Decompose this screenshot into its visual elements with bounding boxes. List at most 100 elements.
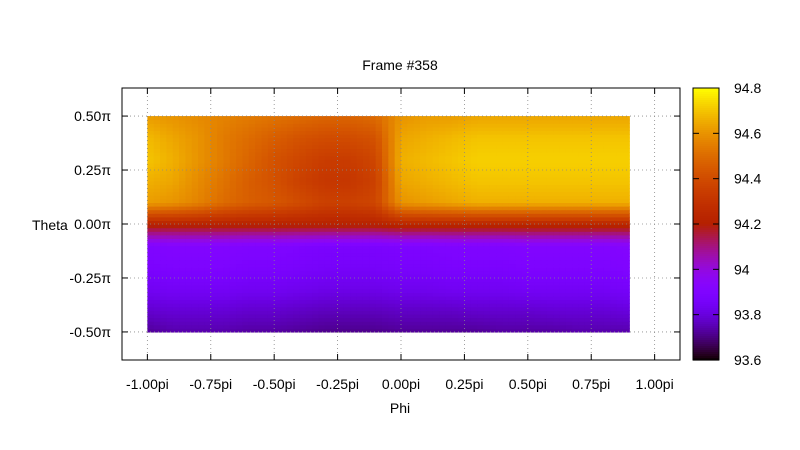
heatmap-cell bbox=[603, 238, 611, 243]
heatmap-cell bbox=[451, 234, 459, 239]
heatmap-cell bbox=[477, 224, 485, 229]
heatmap-cell bbox=[185, 202, 193, 207]
heatmap-cell bbox=[172, 220, 180, 225]
heatmap-cell bbox=[191, 126, 199, 132]
heatmap-cell bbox=[198, 123, 206, 128]
heatmap-cell bbox=[603, 155, 611, 160]
heatmap-cell bbox=[204, 313, 212, 319]
heatmap-cell bbox=[324, 144, 332, 150]
heatmap-cell bbox=[597, 220, 605, 225]
heatmap-cell bbox=[293, 206, 301, 211]
heatmap-cell bbox=[489, 213, 497, 218]
heatmap-cell bbox=[172, 231, 180, 236]
heatmap-cell bbox=[198, 256, 206, 261]
heatmap-cell bbox=[420, 321, 427, 326]
heatmap-cell bbox=[597, 188, 605, 193]
heatmap-cell bbox=[223, 249, 231, 254]
colorbar-segment bbox=[693, 190, 719, 193]
heatmap-cell bbox=[147, 191, 155, 196]
heatmap-cell bbox=[565, 295, 573, 301]
heatmap-cell bbox=[553, 267, 561, 272]
heatmap-cell bbox=[248, 263, 256, 268]
heatmap-cell bbox=[280, 299, 288, 304]
heatmap-cell bbox=[483, 313, 491, 319]
heatmap-cell bbox=[191, 116, 199, 121]
heatmap-cell bbox=[584, 277, 592, 283]
heatmap-cell bbox=[451, 328, 459, 333]
heatmap-cell bbox=[381, 173, 389, 178]
heatmap-cell bbox=[553, 292, 561, 297]
heatmap-cell bbox=[426, 144, 434, 150]
heatmap-cell bbox=[603, 134, 611, 139]
heatmap-cell bbox=[388, 231, 396, 236]
heatmap-cell bbox=[318, 123, 326, 128]
heatmap-cell bbox=[210, 292, 218, 297]
heatmap-cell bbox=[483, 155, 491, 160]
heatmap-cell bbox=[584, 295, 592, 301]
heatmap-cell bbox=[413, 292, 421, 297]
heatmap-cell bbox=[375, 123, 383, 128]
heatmap-cell bbox=[160, 209, 167, 214]
heatmap-cell bbox=[521, 295, 529, 301]
heatmap-cell bbox=[343, 303, 351, 308]
heatmap-cell bbox=[274, 162, 282, 168]
heatmap-cell bbox=[210, 259, 218, 265]
heatmap-cell bbox=[305, 292, 313, 297]
heatmap-cell bbox=[483, 220, 491, 225]
heatmap-cell bbox=[483, 245, 491, 250]
heatmap-cell bbox=[356, 238, 364, 243]
heatmap-cell bbox=[394, 213, 402, 218]
heatmap-cell bbox=[236, 166, 244, 171]
heatmap-cell bbox=[242, 231, 250, 236]
heatmap-cell bbox=[324, 198, 332, 204]
heatmap-cell bbox=[496, 180, 504, 186]
heatmap-cell bbox=[527, 292, 535, 297]
heatmap-cell bbox=[616, 152, 624, 157]
heatmap-cell bbox=[324, 234, 332, 239]
heatmap-cell bbox=[305, 159, 313, 164]
heatmap-cell bbox=[331, 274, 339, 279]
heatmap-cell bbox=[407, 126, 415, 132]
heatmap-cell bbox=[439, 123, 446, 128]
heatmap-cell bbox=[375, 274, 383, 279]
heatmap-cell bbox=[293, 198, 301, 204]
heatmap-cell bbox=[508, 220, 516, 225]
heatmap-cell bbox=[394, 216, 402, 221]
heatmap-cell bbox=[179, 288, 187, 293]
heatmap-cell bbox=[578, 144, 586, 150]
heatmap-cell bbox=[267, 202, 275, 207]
heatmap-cell bbox=[445, 177, 453, 182]
heatmap-cell bbox=[413, 224, 421, 229]
colorbar-segment bbox=[693, 236, 719, 239]
heatmap-cell bbox=[464, 123, 472, 128]
heatmap-cell bbox=[185, 116, 193, 121]
heatmap-cell bbox=[362, 166, 370, 171]
heatmap-cell bbox=[515, 148, 523, 153]
heatmap-cell bbox=[223, 310, 231, 315]
heatmap-cell bbox=[477, 238, 485, 243]
heatmap-cell bbox=[622, 241, 630, 247]
heatmap-cell bbox=[331, 245, 339, 250]
heatmap-cell bbox=[369, 137, 377, 142]
heatmap-cell bbox=[369, 259, 377, 265]
heatmap-cell bbox=[546, 310, 554, 315]
heatmap-cell bbox=[458, 241, 466, 247]
heatmap-cell bbox=[280, 249, 288, 254]
heatmap-cell bbox=[381, 162, 389, 168]
heatmap-cell bbox=[312, 306, 320, 311]
heatmap-cell bbox=[223, 324, 231, 329]
heatmap-cell bbox=[229, 137, 237, 142]
heatmap-cell bbox=[343, 195, 351, 200]
heatmap-cell bbox=[204, 267, 212, 272]
heatmap-cell bbox=[527, 256, 535, 261]
heatmap-cell bbox=[559, 137, 567, 142]
heatmap-cell bbox=[477, 166, 485, 171]
heatmap-cell bbox=[153, 231, 161, 236]
heatmap-cell bbox=[445, 162, 453, 168]
heatmap-cell bbox=[210, 317, 218, 322]
heatmap-cell bbox=[597, 155, 605, 160]
heatmap-cell bbox=[166, 134, 174, 139]
heatmap-cell bbox=[255, 155, 263, 160]
heatmap-cell bbox=[261, 130, 269, 135]
heatmap-cell bbox=[280, 134, 288, 139]
